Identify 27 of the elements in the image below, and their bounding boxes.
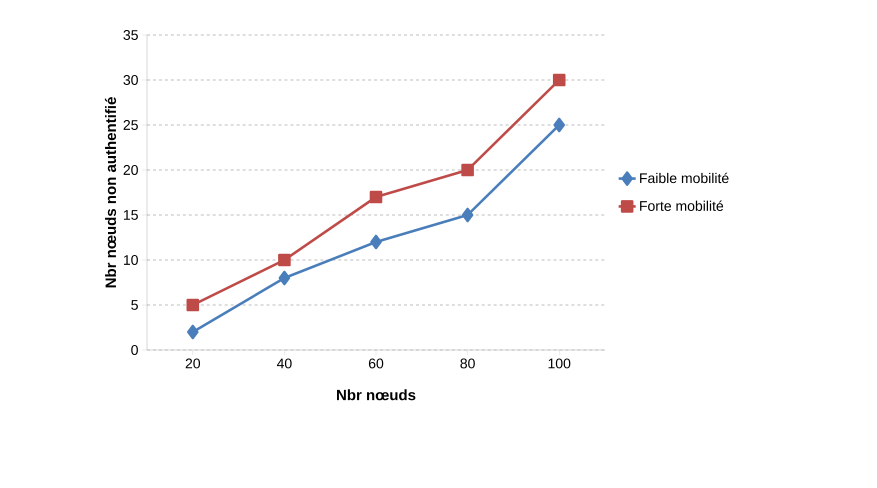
- point: [462, 208, 474, 222]
- y-tick-label: 5: [131, 300, 138, 310]
- x-tick-label: 80: [460, 358, 475, 368]
- point: [461, 164, 474, 176]
- x-tick-label: 40: [276, 358, 292, 368]
- x-tick-label: 100: [548, 358, 570, 368]
- legend-label: Forte mobilité: [640, 200, 724, 211]
- x-axis-title: Nbr nœuds: [337, 389, 416, 400]
- y-tick-label: 35: [123, 30, 138, 40]
- y-tick-label: 0: [131, 345, 138, 355]
- y-axis-title: Nbr nœuds non authentifié: [104, 97, 116, 288]
- point: [370, 190, 382, 204]
- point: [186, 298, 200, 312]
- y-tick-label: 25: [124, 120, 138, 130]
- point: [278, 270, 290, 286]
- y-tick-label: 10: [124, 255, 138, 265]
- point: [187, 324, 199, 340]
- y-tick-label: 20: [124, 165, 138, 175]
- point: [278, 254, 291, 266]
- point: [552, 74, 566, 86]
- y-tick-label: 15: [124, 210, 138, 220]
- point: [370, 234, 382, 250]
- x-tick-label: 20: [186, 358, 200, 368]
- x-tick-label: 60: [368, 358, 384, 368]
- point: [553, 118, 565, 132]
- y-tick-label: 30: [123, 75, 138, 85]
- legend-label: Faible mobilité: [640, 172, 729, 184]
